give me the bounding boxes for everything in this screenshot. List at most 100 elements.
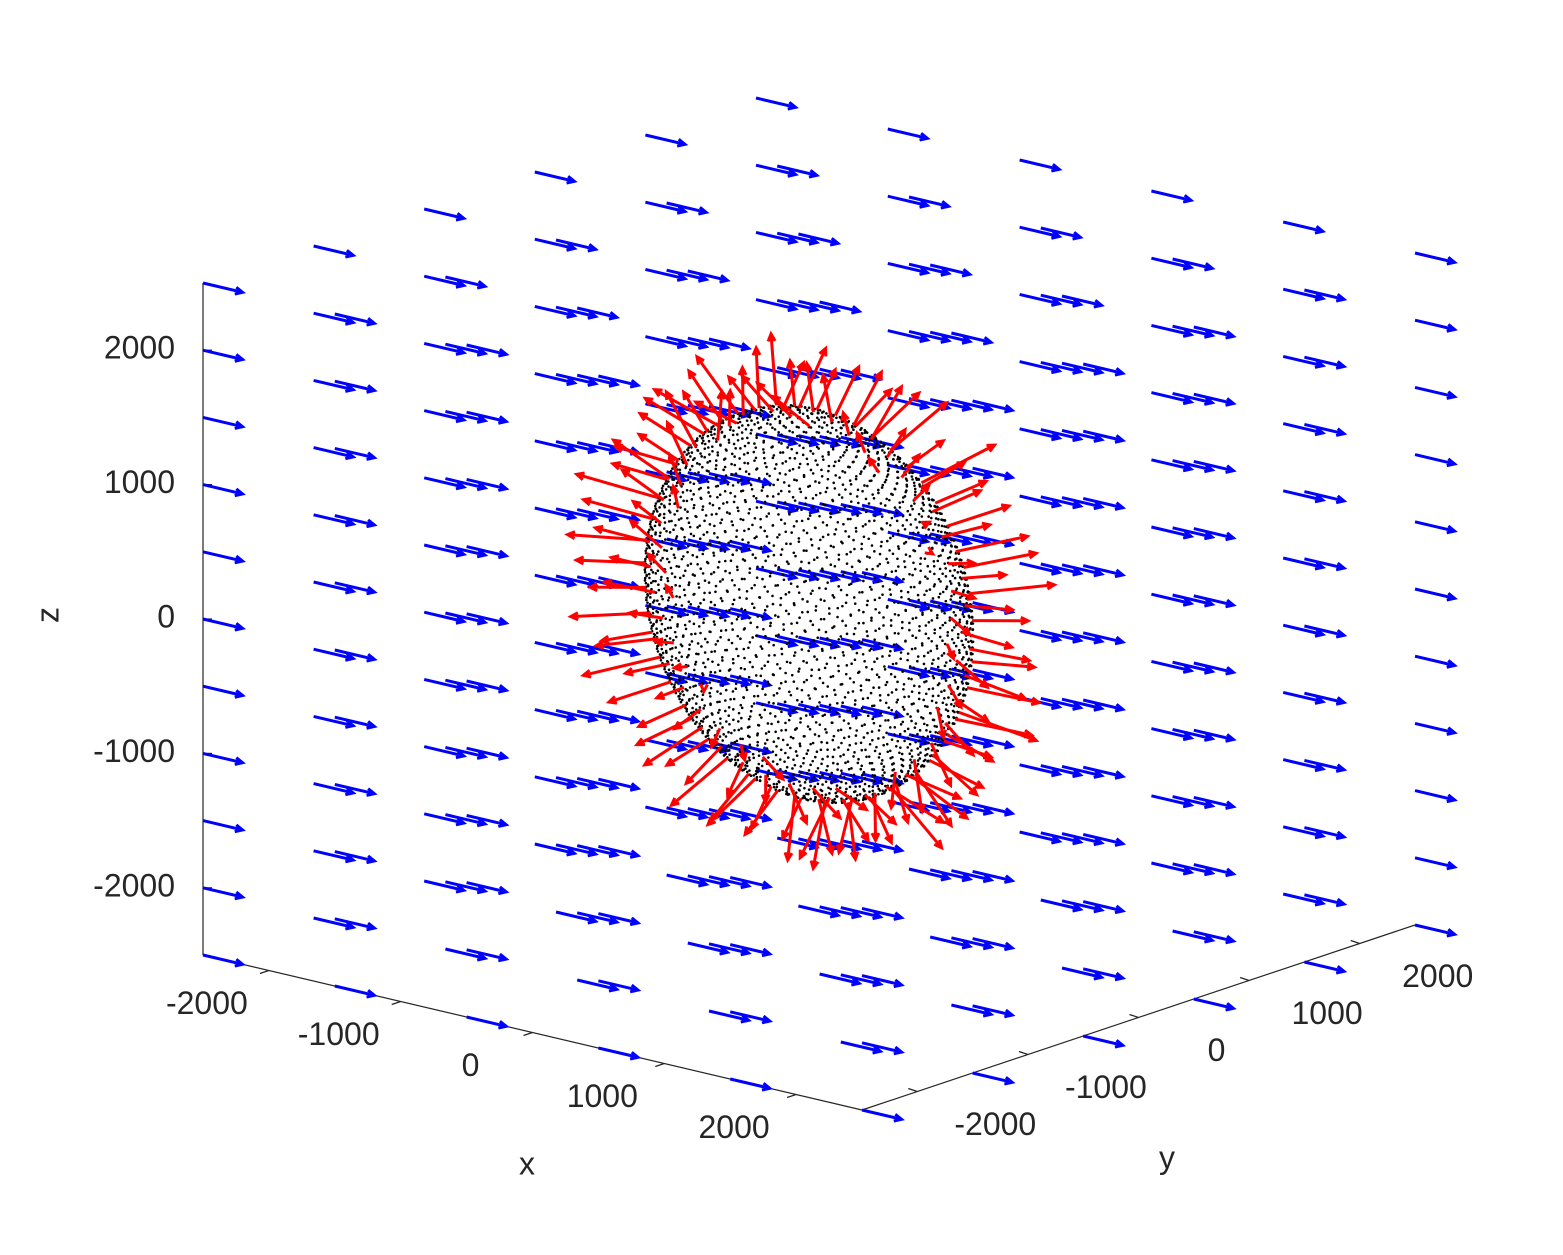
surface-point [646, 601, 649, 604]
surface-point [924, 742, 927, 745]
field-arrow [1020, 362, 1060, 373]
surface-point [922, 539, 925, 542]
field-arrow [1283, 491, 1323, 502]
surface-point [780, 597, 783, 600]
surface-point [762, 448, 765, 451]
surface-point [902, 515, 905, 518]
surface-point [773, 405, 776, 408]
surface-point [692, 493, 695, 496]
surface-point [800, 491, 803, 494]
surface-point [678, 546, 681, 549]
surface-point [827, 451, 830, 454]
surface-point [713, 532, 716, 535]
surface-point [889, 750, 892, 753]
surface-point [917, 594, 920, 597]
surface-point [691, 451, 694, 454]
surface-point [700, 476, 703, 479]
surface-point [861, 780, 864, 783]
surface-point [809, 620, 812, 623]
surface-point [862, 622, 865, 625]
surface-point [731, 579, 734, 582]
surface-point [850, 662, 853, 665]
surface-point [758, 478, 761, 481]
surface-point [807, 725, 810, 728]
surface-point [666, 558, 669, 561]
surface-point [881, 759, 884, 762]
surface-point [861, 432, 864, 435]
surface-point [880, 780, 883, 783]
surface-point [861, 490, 864, 493]
field-arrow [930, 937, 970, 948]
field-arrow [1020, 160, 1060, 171]
surface-point [833, 533, 836, 536]
surface-point [839, 426, 842, 429]
surface-point [804, 797, 807, 800]
surface-point [864, 431, 867, 434]
surface-point [944, 677, 947, 680]
surface-point [693, 694, 696, 697]
surface-point [884, 789, 887, 792]
surface-point [936, 617, 939, 620]
surface-point [799, 567, 802, 570]
surface-point [738, 426, 741, 429]
surface-point [958, 649, 961, 652]
surface-point [732, 662, 735, 665]
surface-point [713, 571, 716, 574]
surface-point [844, 471, 847, 474]
surface-point [819, 409, 822, 412]
surface-point [756, 741, 759, 744]
surface-point [768, 542, 771, 545]
surface-point [786, 787, 789, 790]
surface-point [895, 745, 898, 748]
surface-point [695, 702, 698, 705]
surface-point [894, 676, 897, 679]
surface-point [888, 549, 891, 552]
surface-point [664, 617, 667, 620]
surface-point [929, 534, 932, 537]
normal-arrow-shaft [745, 790, 778, 834]
surface-point [914, 491, 917, 494]
field-arrow [1151, 325, 1191, 336]
surface-point [707, 470, 710, 473]
surface-point [932, 675, 935, 678]
surface-point [689, 526, 692, 529]
surface-point [654, 580, 657, 583]
surface-point [939, 627, 942, 630]
surface-point [907, 677, 910, 680]
surface-point [911, 574, 914, 577]
surface-point [693, 482, 696, 485]
surface-point [673, 686, 676, 689]
surface-point [852, 690, 855, 693]
surface-point [918, 757, 921, 760]
surface-point [897, 614, 900, 617]
surface-point [837, 729, 840, 732]
surface-point [752, 753, 755, 756]
surface-point [948, 721, 951, 724]
surface-point [809, 728, 812, 731]
surface-point [806, 457, 809, 460]
surface-point [834, 693, 837, 696]
surface-point [688, 713, 691, 716]
surface-point [818, 419, 821, 422]
surface-point [670, 567, 673, 570]
surface-point [667, 485, 670, 488]
surface-point [772, 750, 775, 753]
surface-point [897, 532, 900, 535]
surface-point [760, 506, 763, 509]
surface-point [931, 737, 934, 740]
surface-point [897, 632, 900, 635]
field-arrow [1304, 962, 1344, 973]
surface-point [784, 522, 787, 525]
surface-point [927, 515, 930, 518]
surface-point [743, 628, 746, 631]
surface-point [692, 677, 695, 680]
surface-point [686, 613, 689, 616]
axes: -2000-1000010002000-2000-1000010002000-2… [93, 283, 1473, 1145]
surface-point [927, 651, 930, 654]
surface-point [953, 705, 956, 708]
surface-point [825, 780, 828, 783]
surface-point [907, 598, 910, 601]
surface-point [957, 582, 960, 585]
surface-point [656, 510, 659, 513]
surface-point [659, 653, 662, 656]
